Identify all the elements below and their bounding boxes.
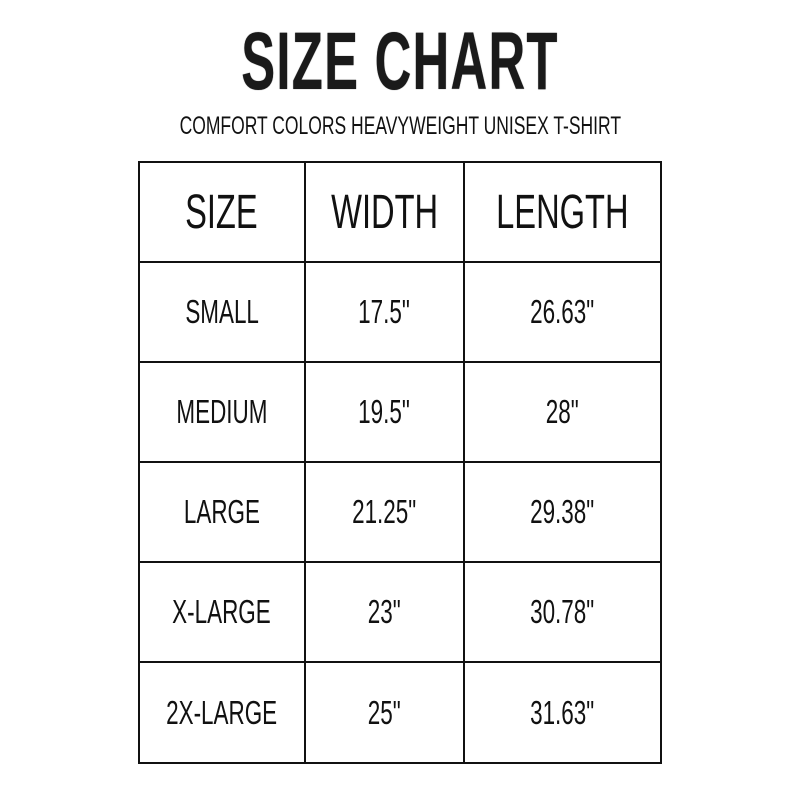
table-row: MEDIUM 19.5" 28" — [138, 361, 662, 463]
page-subtitle: COMFORT COLORS HEAVYWEIGHT UNISEX T-SHIR… — [179, 112, 621, 140]
table-row: 2X-LARGE 25" 31.63" — [138, 661, 662, 764]
width-cell: 23" — [303, 561, 466, 663]
header-size: SIZE — [138, 161, 306, 263]
size-cell: LARGE — [138, 461, 306, 563]
length-cell: 29.38" — [463, 461, 662, 563]
size-cell: SMALL — [138, 261, 306, 363]
width-cell: 21.25" — [303, 461, 466, 563]
width-cell: 19.5" — [303, 361, 466, 463]
page-title: SIZE CHART — [241, 16, 559, 107]
width-cell: 25" — [303, 661, 466, 764]
length-cell: 31.63" — [463, 661, 662, 764]
size-cell: X-LARGE — [138, 561, 306, 663]
length-cell: 26.63" — [463, 261, 662, 363]
size-table: SIZE WIDTH LENGTH SMALL 17.5" 26.63" MEDIUM… — [138, 161, 662, 764]
table-row: LARGE 21.25" 29.38" — [138, 461, 662, 563]
length-cell: 30.78" — [463, 561, 662, 663]
size-cell: MEDIUM — [138, 361, 306, 463]
header-length: LENGTH — [463, 161, 662, 263]
size-cell: 2X-LARGE — [138, 661, 306, 764]
table-row: SMALL 17.5" 26.63" — [138, 261, 662, 363]
table-header-row: SIZE WIDTH LENGTH — [138, 161, 662, 263]
table-row: X-LARGE 23" 30.78" — [138, 561, 662, 663]
length-cell: 28" — [463, 361, 662, 463]
header-width: WIDTH — [303, 161, 466, 263]
width-cell: 17.5" — [303, 261, 466, 363]
